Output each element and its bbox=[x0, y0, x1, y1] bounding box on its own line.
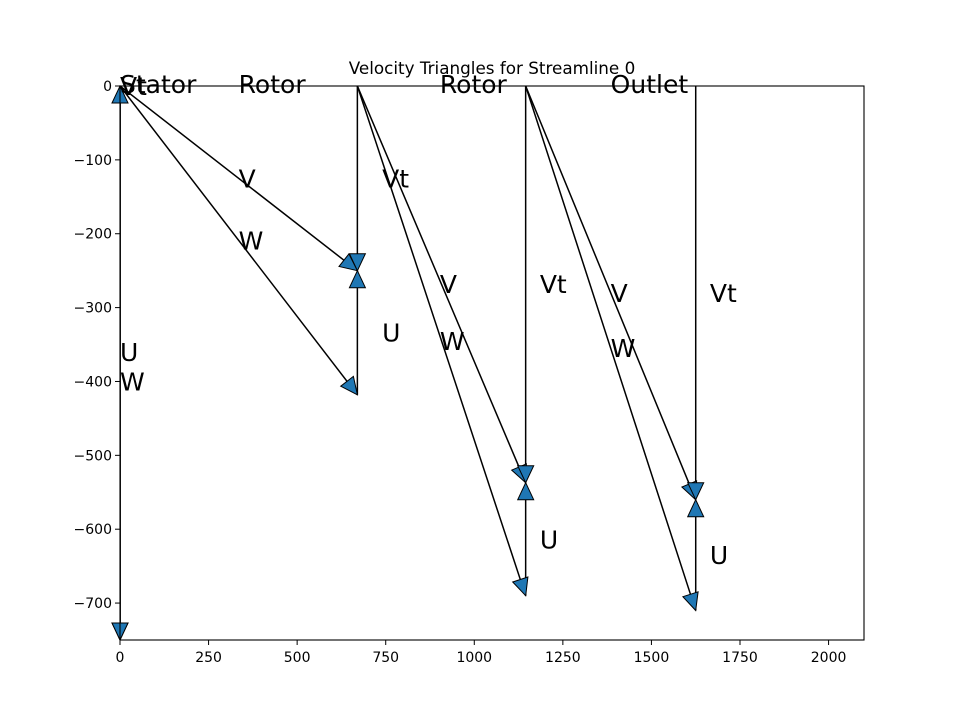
vector-label-vt: Vt bbox=[540, 270, 567, 299]
x-tick-label: 750 bbox=[372, 650, 399, 666]
axes-frame bbox=[119, 85, 865, 641]
x-tick-label: 2000 bbox=[811, 650, 847, 666]
vector-u-stage-1-arrowhead bbox=[348, 269, 367, 289]
vector-w-stage-2 bbox=[356, 86, 527, 596]
x-tick-label: 1250 bbox=[545, 650, 581, 666]
vector-u-stage-2-arrowhead bbox=[516, 481, 535, 501]
y-tick-label: 0 bbox=[103, 79, 112, 95]
vector-w-stage-3 bbox=[524, 86, 697, 611]
vector-label-w: W bbox=[440, 327, 465, 356]
y-tick-label: −600 bbox=[74, 522, 112, 538]
annotations-layer: VtUWStatorVWUVtRotorVWUVtRotorVWUVtOutle… bbox=[120, 70, 737, 570]
vector-v-stage-1 bbox=[120, 86, 358, 272]
y-tick-label: −500 bbox=[74, 448, 112, 464]
vector-v-stage-2 bbox=[356, 86, 527, 483]
y-tick-label: −400 bbox=[74, 374, 112, 390]
vector-label-v: V bbox=[611, 279, 628, 308]
vector-w-stage-2-arrowhead bbox=[511, 576, 529, 597]
vector-vt-stage-1-arrowhead bbox=[348, 253, 367, 272]
vector-w-stage-1-arrowhead bbox=[339, 375, 359, 396]
vectors-layer bbox=[120, 86, 697, 640]
x-tick-label: 1750 bbox=[722, 650, 758, 666]
chart-title: Velocity Triangles for Streamline 0 bbox=[349, 58, 636, 78]
plot-area bbox=[120, 86, 864, 640]
arrowheads-layer bbox=[111, 84, 705, 642]
stage-label-rotor: Rotor bbox=[440, 70, 508, 99]
vector-label-vt: Vt bbox=[382, 164, 409, 193]
vector-w-stage-1 bbox=[120, 86, 358, 396]
vector-u-stage-3-arrowhead bbox=[686, 498, 705, 518]
vector-label-u: U bbox=[120, 338, 138, 367]
vector-label-w: W bbox=[120, 367, 145, 396]
vector-vt-stage-2-arrowhead bbox=[516, 465, 535, 484]
vector-v-stage-3 bbox=[524, 86, 697, 500]
x-axis: 0 250 500 750 1000 1250 1500 1750 2000 bbox=[116, 640, 847, 666]
x-tick-label: 1000 bbox=[456, 650, 492, 666]
y-tick-label: −100 bbox=[74, 153, 112, 169]
y-axis: 0 −100 −200 −300 −400 −500 −600 −700 bbox=[74, 79, 120, 612]
vector-label-w: W bbox=[611, 334, 636, 363]
vector-label-u: U bbox=[540, 526, 558, 555]
vector-label-w: W bbox=[239, 226, 264, 255]
y-tick-label: −300 bbox=[74, 301, 112, 317]
vector-label-v: V bbox=[440, 270, 457, 299]
stage-label-rotor: Rotor bbox=[239, 70, 307, 99]
stage-label-stator: Stator bbox=[120, 70, 197, 99]
vector-vt-stage-3-arrowhead bbox=[686, 482, 705, 501]
x-tick-label: 500 bbox=[284, 650, 311, 666]
y-tick-label: −200 bbox=[74, 227, 112, 243]
x-tick-label: 250 bbox=[195, 650, 222, 666]
y-tick-label: −700 bbox=[74, 596, 112, 612]
x-tick-label: 0 bbox=[116, 650, 125, 666]
vector-w-stage-3-arrowhead bbox=[681, 591, 699, 612]
vector-label-u: U bbox=[710, 541, 728, 570]
vector-label-v: V bbox=[239, 164, 256, 193]
vector-label-vt: Vt bbox=[120, 72, 147, 101]
vector-label-u: U bbox=[382, 319, 400, 348]
x-tick-label: 1500 bbox=[634, 650, 670, 666]
stage-label-outlet: Outlet bbox=[611, 70, 689, 99]
vector-label-vt: Vt bbox=[710, 279, 737, 308]
